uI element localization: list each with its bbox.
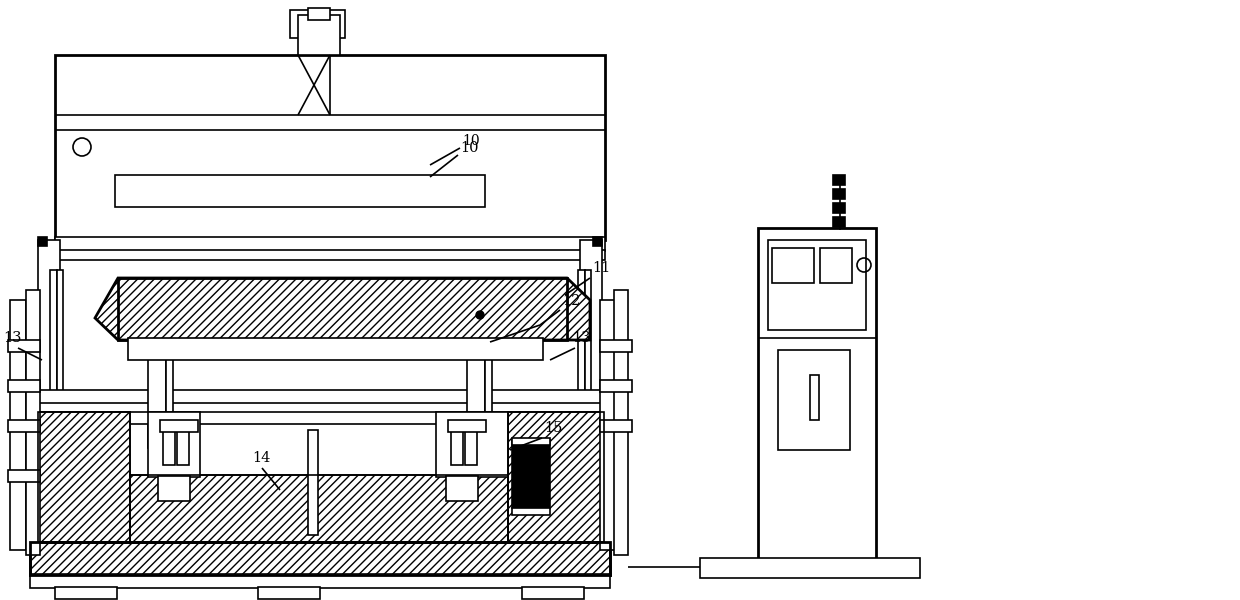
Bar <box>512 438 551 445</box>
Bar <box>467 358 485 448</box>
Bar <box>38 412 604 424</box>
Bar <box>290 10 345 38</box>
Bar <box>600 380 632 392</box>
Polygon shape <box>30 542 610 575</box>
Bar <box>446 476 477 501</box>
Bar <box>26 290 40 555</box>
Bar <box>465 430 477 465</box>
Bar <box>512 440 551 508</box>
Bar <box>157 476 190 501</box>
Bar <box>303 38 331 55</box>
Text: 13: 13 <box>2 331 21 345</box>
Bar <box>508 412 604 542</box>
Bar <box>30 542 610 575</box>
Bar <box>580 240 601 550</box>
Circle shape <box>476 311 484 319</box>
Text: 12: 12 <box>562 294 580 308</box>
Bar <box>600 340 632 352</box>
Polygon shape <box>95 278 590 340</box>
Bar <box>38 548 47 557</box>
Bar <box>148 412 200 477</box>
Bar <box>258 587 320 599</box>
Bar <box>128 338 543 360</box>
Bar <box>38 390 604 404</box>
Text: 14: 14 <box>252 451 270 465</box>
Bar <box>758 228 875 563</box>
Bar <box>166 358 174 448</box>
Bar <box>512 508 551 515</box>
Bar <box>833 203 844 213</box>
Bar <box>7 380 40 392</box>
Text: 10: 10 <box>463 134 480 148</box>
Bar <box>130 475 508 542</box>
Bar <box>773 248 813 283</box>
Text: 11: 11 <box>591 261 610 275</box>
Bar <box>38 403 604 413</box>
Polygon shape <box>130 475 508 542</box>
Bar <box>7 340 40 352</box>
Bar <box>148 358 166 448</box>
Bar <box>30 574 610 588</box>
Bar <box>448 420 486 432</box>
Bar <box>118 278 567 340</box>
Bar <box>55 587 117 599</box>
Bar <box>160 420 198 432</box>
Bar <box>436 412 508 477</box>
Bar <box>55 237 605 251</box>
Bar <box>38 237 47 246</box>
Bar <box>593 237 601 246</box>
Bar <box>308 430 317 535</box>
Bar <box>810 375 818 420</box>
Bar <box>833 189 844 199</box>
Bar <box>451 430 463 465</box>
Polygon shape <box>38 412 130 542</box>
Bar <box>177 430 188 465</box>
Bar <box>701 558 920 578</box>
Bar <box>7 470 40 482</box>
Bar <box>777 350 849 450</box>
Bar <box>833 217 844 227</box>
Bar <box>55 55 605 240</box>
Bar <box>593 548 601 557</box>
Bar <box>38 240 60 550</box>
Bar <box>298 15 340 55</box>
Text: 13: 13 <box>572 331 590 345</box>
Bar <box>600 420 632 432</box>
Bar <box>50 270 57 480</box>
Bar <box>10 300 26 550</box>
Text: 15: 15 <box>544 421 563 435</box>
Bar <box>162 430 175 465</box>
Bar <box>308 8 330 20</box>
Bar <box>614 290 627 555</box>
Bar <box>820 248 852 283</box>
Bar <box>578 270 585 480</box>
Bar <box>57 270 63 480</box>
Bar <box>585 270 591 480</box>
Polygon shape <box>508 412 604 542</box>
Bar <box>485 358 492 448</box>
Bar <box>55 250 605 260</box>
Bar <box>115 175 485 207</box>
Bar <box>600 300 616 550</box>
Bar <box>522 587 584 599</box>
Bar <box>7 420 40 432</box>
Bar <box>768 240 866 330</box>
Bar <box>38 412 130 542</box>
Bar <box>833 175 844 185</box>
Text: 10: 10 <box>460 141 479 155</box>
